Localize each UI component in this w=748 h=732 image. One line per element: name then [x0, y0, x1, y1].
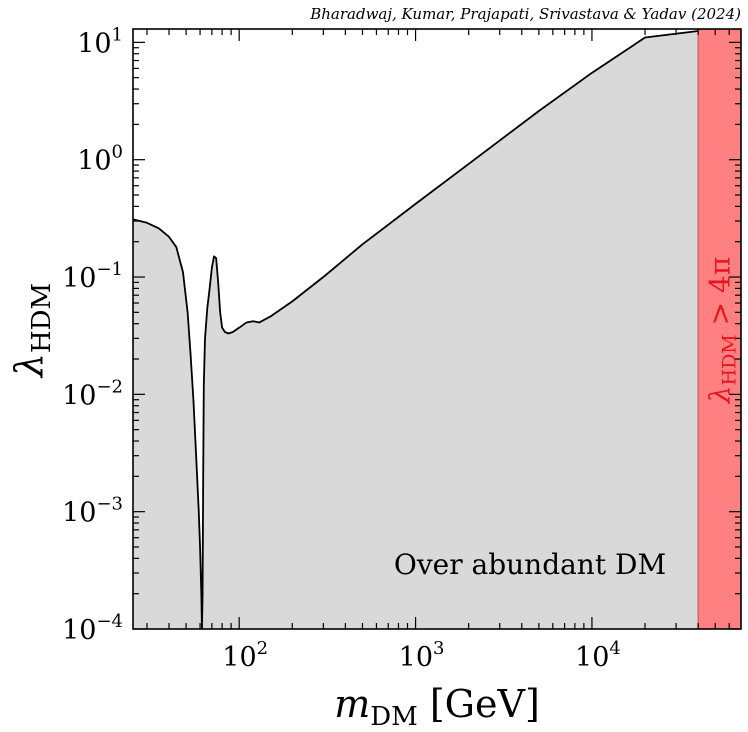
y-tick-label: 10−4 [62, 611, 123, 646]
y-tick-label: 10−2 [62, 376, 123, 411]
relic-density-curve [133, 30, 699, 629]
y-tick-label: 10−1 [62, 259, 123, 294]
axes: 102 103 104 101 100 10−1 10−2 10−3 10−4 [62, 24, 742, 673]
y-axis-label: λHDM [7, 283, 57, 379]
plot-frame [132, 28, 742, 630]
x-tick-label: 103 [399, 638, 445, 673]
plot-area [133, 29, 741, 629]
y-tick-label: 10−3 [62, 494, 123, 529]
excluded-label: λHDM > 4π [704, 257, 741, 405]
x-axis-label: mDM [GeV] [334, 682, 540, 732]
svg-text:mDM [GeV]: mDM [GeV] [334, 682, 540, 732]
x-tick-label: 104 [575, 638, 621, 673]
svg-text:λHDM > 4π: λHDM > 4π [704, 257, 741, 405]
svg-text:λHDM: λHDM [7, 283, 57, 379]
y-tick-label: 101 [77, 24, 123, 59]
over-abundant-region [133, 31, 699, 629]
credit-text: Bharadwaj, Kumar, Prajapati, Srivastava … [309, 5, 741, 23]
region-label: Over abundant DM [394, 548, 666, 581]
excluded-band [698, 29, 741, 629]
y-tick-label: 100 [77, 142, 123, 177]
x-tick-label: 102 [222, 638, 268, 673]
